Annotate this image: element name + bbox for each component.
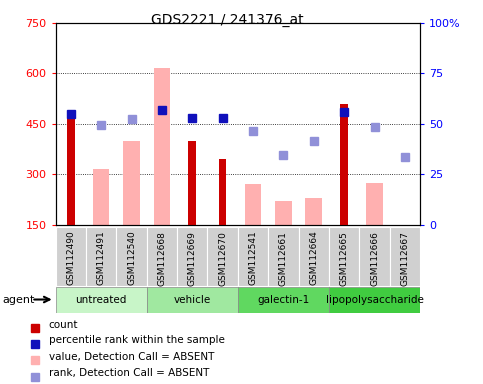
Text: lipopolysaccharide: lipopolysaccharide bbox=[326, 295, 424, 305]
Bar bbox=[245, 184, 261, 225]
Text: GSM112669: GSM112669 bbox=[188, 231, 197, 286]
Text: agent: agent bbox=[2, 295, 35, 305]
Text: GDS2221 / 241376_at: GDS2221 / 241376_at bbox=[151, 13, 303, 27]
Text: rank, Detection Call = ABSENT: rank, Detection Call = ABSENT bbox=[49, 368, 209, 378]
Bar bbox=[238, 287, 329, 313]
Bar bbox=[366, 183, 383, 225]
Bar bbox=[154, 68, 170, 225]
Bar bbox=[359, 227, 390, 286]
Text: GSM112666: GSM112666 bbox=[370, 231, 379, 286]
Bar bbox=[67, 114, 74, 225]
Text: value, Detection Call = ABSENT: value, Detection Call = ABSENT bbox=[49, 352, 214, 362]
Text: GSM112661: GSM112661 bbox=[279, 231, 288, 286]
Bar bbox=[86, 227, 116, 286]
Bar bbox=[177, 227, 208, 286]
Text: vehicle: vehicle bbox=[174, 295, 211, 305]
Bar bbox=[329, 287, 420, 313]
Bar bbox=[238, 227, 268, 286]
Bar bbox=[147, 287, 238, 313]
Bar bbox=[188, 141, 196, 225]
Bar bbox=[208, 227, 238, 286]
Text: GSM112665: GSM112665 bbox=[340, 231, 349, 286]
Bar bbox=[116, 227, 147, 286]
Text: GSM112670: GSM112670 bbox=[218, 231, 227, 286]
Text: GSM112667: GSM112667 bbox=[400, 231, 410, 286]
Text: count: count bbox=[49, 319, 78, 329]
Bar bbox=[275, 201, 292, 225]
Text: galectin-1: galectin-1 bbox=[257, 295, 310, 305]
Bar bbox=[56, 287, 147, 313]
Bar bbox=[305, 198, 322, 225]
Text: untreated: untreated bbox=[75, 295, 127, 305]
Bar bbox=[390, 227, 420, 286]
Text: GSM112490: GSM112490 bbox=[66, 231, 75, 285]
Text: GSM112664: GSM112664 bbox=[309, 231, 318, 285]
Text: GSM112491: GSM112491 bbox=[97, 231, 106, 285]
Bar bbox=[123, 141, 140, 225]
Text: GSM112541: GSM112541 bbox=[249, 231, 257, 285]
Bar bbox=[219, 159, 227, 225]
Bar bbox=[268, 227, 298, 286]
Bar bbox=[329, 227, 359, 286]
Text: GSM112668: GSM112668 bbox=[157, 231, 167, 286]
Bar bbox=[93, 169, 110, 225]
Bar bbox=[298, 227, 329, 286]
Bar bbox=[147, 227, 177, 286]
Bar bbox=[56, 227, 86, 286]
Bar bbox=[397, 225, 413, 226]
Text: GSM112540: GSM112540 bbox=[127, 231, 136, 285]
Bar bbox=[341, 104, 348, 225]
Text: percentile rank within the sample: percentile rank within the sample bbox=[49, 335, 225, 345]
